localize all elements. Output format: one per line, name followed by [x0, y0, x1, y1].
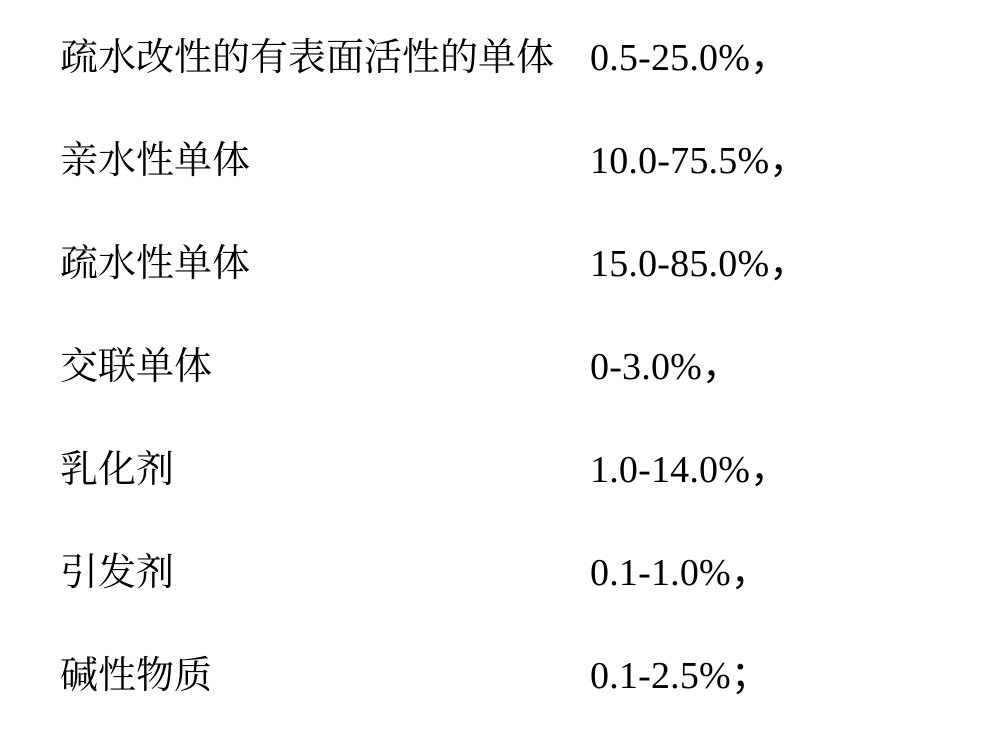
component-label: 疏水性单体	[60, 241, 590, 279]
list-row: 疏水改性的有表面活性的单体 0.5-25.0%，	[60, 35, 940, 77]
component-value: 15.0-85.0%，	[590, 245, 808, 283]
component-value: 0-3.0%，	[590, 348, 740, 386]
list-row: 疏水性单体 15.0-85.0%，	[60, 241, 940, 283]
component-value: 10.0-75.5%，	[590, 142, 808, 180]
composition-list: 疏水改性的有表面活性的单体 0.5-25.0%， 亲水性单体 10.0-75.5…	[0, 0, 1000, 748]
list-row: 交联单体 0-3.0%，	[60, 344, 940, 386]
list-row: 引发剂 0.1-1.0%，	[60, 550, 940, 592]
component-label: 碱性物质	[60, 653, 590, 691]
component-label: 疏水改性的有表面活性的单体	[60, 35, 590, 73]
list-row: 碱性物质 0.1-2.5%；	[60, 653, 940, 695]
component-value: 0.1-2.5%；	[590, 657, 769, 695]
component-value: 0.1-1.0%，	[590, 554, 769, 592]
list-row: 乳化剂 1.0-14.0%，	[60, 447, 940, 489]
component-label: 交联单体	[60, 344, 590, 382]
component-label: 亲水性单体	[60, 138, 590, 176]
component-label: 乳化剂	[60, 447, 590, 485]
component-value: 0.5-25.0%，	[590, 39, 788, 77]
component-label: 引发剂	[60, 550, 590, 588]
list-row: 亲水性单体 10.0-75.5%，	[60, 138, 940, 180]
component-value: 1.0-14.0%，	[590, 451, 788, 489]
